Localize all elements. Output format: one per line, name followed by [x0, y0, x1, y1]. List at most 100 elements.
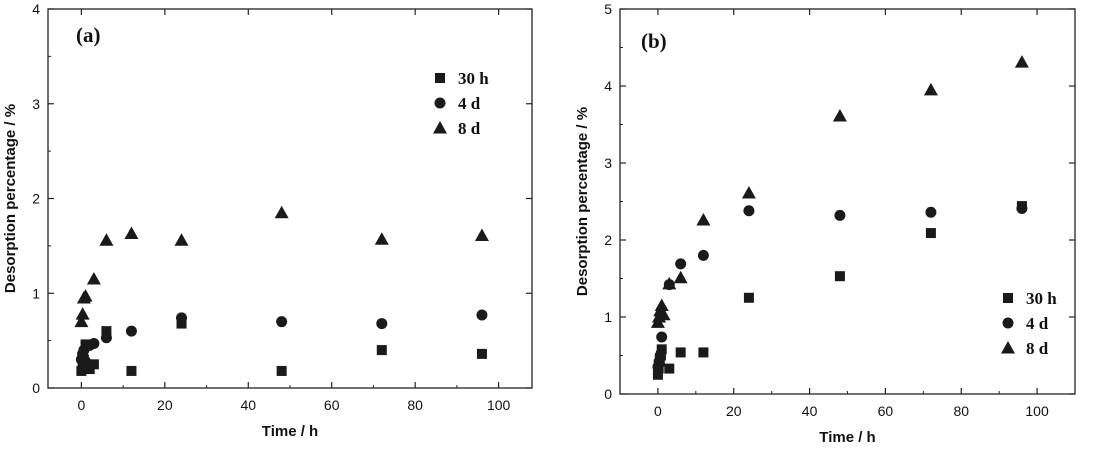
x-tick-label: 40 [240, 397, 256, 413]
x-axis-title: Time / h [819, 429, 875, 446]
y-tick-label: 2 [604, 232, 612, 248]
series-circle [75, 309, 488, 367]
data-point-triangle [174, 233, 189, 246]
x-tick-label: 100 [1025, 403, 1049, 419]
x-tick-label: 20 [157, 397, 173, 413]
data-point-circle [834, 209, 846, 221]
data-point-circle [276, 316, 288, 328]
data-point-triangle [741, 186, 756, 199]
y-tick-label: 0 [32, 380, 40, 396]
data-point-square [77, 361, 88, 372]
x-tick-label: 60 [878, 403, 894, 419]
y-tick-label: 1 [604, 309, 612, 325]
data-point-square [656, 344, 667, 355]
data-point-square [476, 348, 487, 359]
data-point-circle [88, 337, 100, 349]
data-point-circle [80, 355, 92, 367]
data-point-triangle [99, 233, 114, 246]
plot-frame [619, 8, 1076, 395]
data-point-triangle [696, 212, 711, 226]
data-point-triangle [474, 228, 489, 241]
data-point-circle [125, 325, 137, 337]
legend-label: 30 h [458, 69, 489, 88]
data-point-circle [675, 258, 687, 270]
legend-label: 8 d [458, 119, 481, 138]
x-tick-label: 20 [726, 403, 742, 419]
x-axis-title: Time / h [262, 423, 318, 440]
data-point-square [276, 365, 287, 376]
data-point-triangle [662, 276, 677, 290]
y-axis-title: Desorption percentage / % [574, 107, 591, 296]
panel-label: (a) [76, 23, 101, 47]
data-point-square [664, 363, 675, 374]
data-point-triangle [374, 232, 389, 245]
data-point-square [101, 326, 112, 337]
data-point-circle [697, 249, 709, 261]
data-point-square [698, 347, 709, 358]
y-tick-label: 4 [32, 1, 40, 17]
y-axis-title: Desorption percentage / % [2, 104, 19, 293]
y-tick-label: 4 [604, 78, 612, 94]
data-point-square [925, 228, 936, 239]
series-square [652, 201, 1027, 380]
legend-label: 30 h [1026, 289, 1057, 308]
plot-frame [47, 8, 533, 389]
panel-label: (b) [641, 29, 667, 53]
x-tick-label: 100 [487, 397, 511, 413]
data-point-square [88, 359, 99, 370]
data-point-triangle [78, 289, 93, 302]
data-point-triangle [124, 226, 139, 240]
legend-marker-triangle [1001, 341, 1015, 354]
chart-panel-0: 0 20 40 60 80 100 0 1 2 3 4 Time / h Desorption perc… [2, 1, 533, 440]
data-point-triangle [86, 272, 101, 285]
data-point-circle [476, 309, 488, 321]
legend-marker-circle [434, 97, 446, 109]
x-tick-label: 80 [953, 403, 969, 419]
data-point-triangle [654, 298, 669, 311]
data-point-square [743, 292, 754, 303]
data-point-circle [100, 332, 112, 344]
data-point-circle [656, 331, 668, 343]
data-point-circle [376, 318, 388, 330]
series-triangle [650, 55, 1029, 328]
x-tick-label: 80 [407, 397, 423, 413]
data-point-circle [1016, 202, 1028, 214]
series-triangle [74, 205, 489, 328]
y-tick-label: 2 [32, 191, 40, 207]
data-point-circle [176, 312, 188, 324]
data-point-triangle [74, 314, 89, 328]
y-tick-label: 3 [604, 155, 612, 171]
x-tick-label: 0 [77, 397, 85, 413]
data-point-circle [925, 206, 937, 218]
legend-marker-triangle [433, 121, 447, 134]
data-point-triangle [1014, 55, 1029, 68]
series-square [76, 318, 487, 376]
data-point-square [652, 369, 663, 380]
legend-label: 8 d [1026, 339, 1049, 358]
legend-marker-square [435, 73, 445, 83]
x-tick-label: 0 [654, 403, 662, 419]
y-tick-label: 5 [604, 1, 612, 17]
data-point-circle [654, 350, 666, 361]
data-point-triangle [656, 307, 671, 321]
y-tick-label: 0 [604, 386, 612, 402]
y-tick-label: 1 [32, 285, 40, 301]
x-tick-label: 40 [802, 403, 818, 419]
legend-marker-square [1003, 293, 1013, 303]
data-point-square [834, 271, 845, 282]
data-point-circle [743, 205, 755, 217]
y-tick-label: 3 [32, 96, 40, 112]
data-point-square [176, 318, 187, 329]
legend-label: 4 d [458, 94, 481, 113]
chart-panel-1: 0 20 40 60 80 100 0 1 2 3 4 5 Time / h Desorption per… [574, 1, 1076, 446]
series-circle [652, 202, 1028, 373]
data-point-triangle [673, 270, 688, 284]
data-point-square [376, 345, 387, 356]
data-point-square [675, 347, 686, 358]
data-point-triangle [923, 82, 938, 96]
legend-marker-circle [1002, 317, 1014, 329]
x-tick-label: 60 [324, 397, 340, 413]
data-point-triangle [274, 205, 289, 219]
data-point-triangle [832, 109, 847, 122]
